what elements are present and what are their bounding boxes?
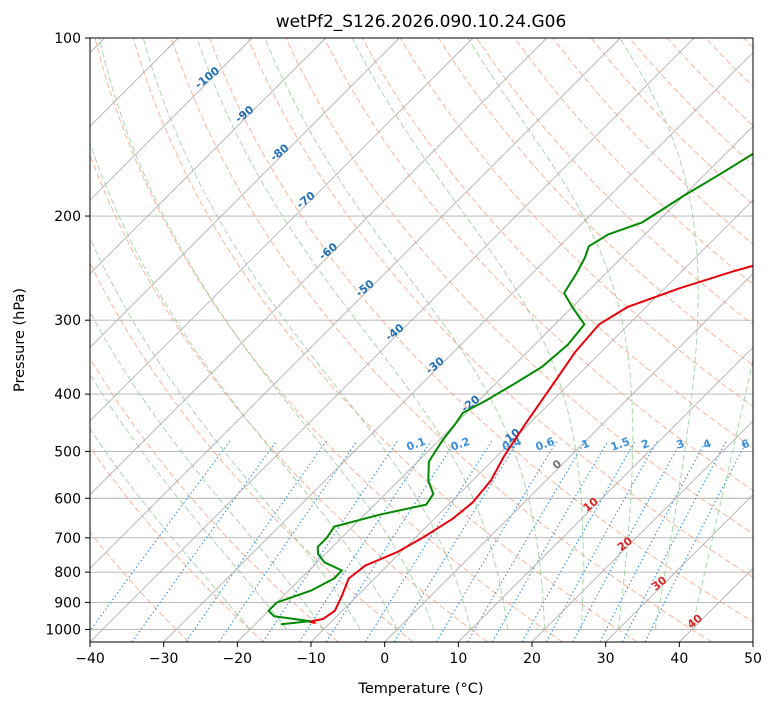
mixing-ratio-line <box>218 440 358 642</box>
x-tick-label: 30 <box>597 651 615 667</box>
dry-adiabat <box>437 38 753 366</box>
x-tick-label: −10 <box>296 651 326 667</box>
moist-adiabat <box>196 38 509 630</box>
mixing-ratio-line <box>644 440 748 642</box>
y-tick-label: 400 <box>54 387 81 403</box>
moist-adiabat <box>90 373 288 630</box>
skewed-isotherm <box>90 38 253 201</box>
dry-adiabat <box>132 38 638 642</box>
y-tick-label: 900 <box>54 595 81 611</box>
x-tick-label: 0 <box>380 651 389 667</box>
skewed-isotherm <box>163 52 753 642</box>
mixing-ratio-line <box>521 440 636 642</box>
x-axis-ticks: −40 −30 −20 −10 0 10 20 30 40 50 <box>75 642 762 667</box>
y-tick-label: 700 <box>54 531 81 547</box>
moist-adiabat <box>467 38 634 630</box>
mixing-ratio-label: 0.2 <box>449 435 472 454</box>
x-tick-label: 20 <box>523 651 541 667</box>
mixing-ratio-line <box>467 440 586 642</box>
skewed-isotherm <box>90 38 400 348</box>
moist-adiabat <box>90 236 361 630</box>
x-tick-label: −30 <box>149 651 179 667</box>
mixing-ratio-line <box>364 440 493 642</box>
dewpoint-profile <box>267 152 753 626</box>
dry-adiabat <box>399 38 753 408</box>
y-tick-label: 100 <box>54 31 81 47</box>
mixing-ratio-line <box>435 440 558 642</box>
mixing-ratio-line <box>185 440 327 642</box>
mixing-ratio-label: 1 <box>580 437 592 452</box>
moist-adiabat <box>90 141 398 630</box>
dry-adiabat <box>90 357 339 642</box>
moist-adiabat <box>90 427 251 630</box>
dry-adiabat <box>514 38 753 285</box>
mixing-ratio-label: 6 <box>740 437 752 452</box>
x-axis-title: Temperature (°C) <box>357 681 483 697</box>
skewed-isotherm <box>90 38 695 642</box>
temperature-profile <box>308 264 753 624</box>
dry-adiabat <box>90 153 488 642</box>
y-axis-ticks: 1000 900 800 700 600 500 400 300 200 100 <box>45 31 90 638</box>
mixing-ratio-line <box>491 440 609 642</box>
skewed-isotherm <box>90 38 621 569</box>
skewed-isotherm <box>384 273 753 642</box>
skewed-isotherm <box>310 199 753 642</box>
x-tick-label: 40 <box>670 651 688 667</box>
dry-adiabat <box>94 38 563 642</box>
mixing-ratio-label: 0.6 <box>534 435 557 454</box>
plot-frame <box>89 37 754 643</box>
skewed-isotherm <box>605 494 753 642</box>
skewed-isotherm <box>90 38 326 275</box>
dry-adiabat <box>90 446 264 642</box>
mixing-ratio-line <box>298 440 432 642</box>
dry-adiabat <box>247 38 753 578</box>
y-tick-label: 500 <box>54 444 81 460</box>
mixing-ratio-label: 3 <box>675 437 687 452</box>
x-tick-label: 10 <box>449 651 467 667</box>
dry-adiabat <box>170 38 712 642</box>
mixing-ratio-label: 1.5 <box>609 435 632 454</box>
y-axis-title: Pressure (hPa) <box>12 288 28 392</box>
x-tick-label: −20 <box>223 651 253 667</box>
x-tick-label: −40 <box>75 651 105 667</box>
skewed-isotherm <box>90 38 547 496</box>
skewed-isotherm <box>237 125 753 642</box>
moist-adiabat <box>264 38 545 630</box>
dry-adiabat <box>90 531 190 642</box>
y-tick-label: 1000 <box>45 622 81 638</box>
mixing-ratio-label: 0.1 <box>405 435 428 454</box>
mixing-ratio-label: 2 <box>639 437 651 452</box>
dry-adiabat <box>209 38 753 623</box>
mixing-ratio-line <box>545 440 658 642</box>
x-tick-label: 50 <box>744 651 762 667</box>
y-tick-label: 600 <box>54 491 81 507</box>
moist-adiabat <box>98 38 435 630</box>
moist-adiabat <box>351 38 584 630</box>
pressure-gridlines <box>90 38 753 630</box>
plot-area: -100-90-80-70-60-50-40-30-20-10010203040… <box>90 38 753 642</box>
y-tick-label: 800 <box>54 565 81 581</box>
moist-adiabats <box>90 38 753 630</box>
profile-series <box>267 152 753 626</box>
y-tick-label: 200 <box>54 209 81 225</box>
skewed-isotherms <box>90 38 753 642</box>
moist-adiabat <box>619 38 699 630</box>
skewed-isotherm <box>90 38 474 422</box>
chart-title: wetPf2_S126.2026.090.10.24.G06 <box>276 12 567 32</box>
mixing-ratio-label: 4 <box>701 437 713 452</box>
moist-adiabat <box>691 356 753 630</box>
skewed-isotherm <box>531 420 753 642</box>
skewed-isotherm <box>458 346 753 642</box>
y-tick-label: 300 <box>54 313 81 329</box>
mixing-ratio-line <box>90 440 231 632</box>
